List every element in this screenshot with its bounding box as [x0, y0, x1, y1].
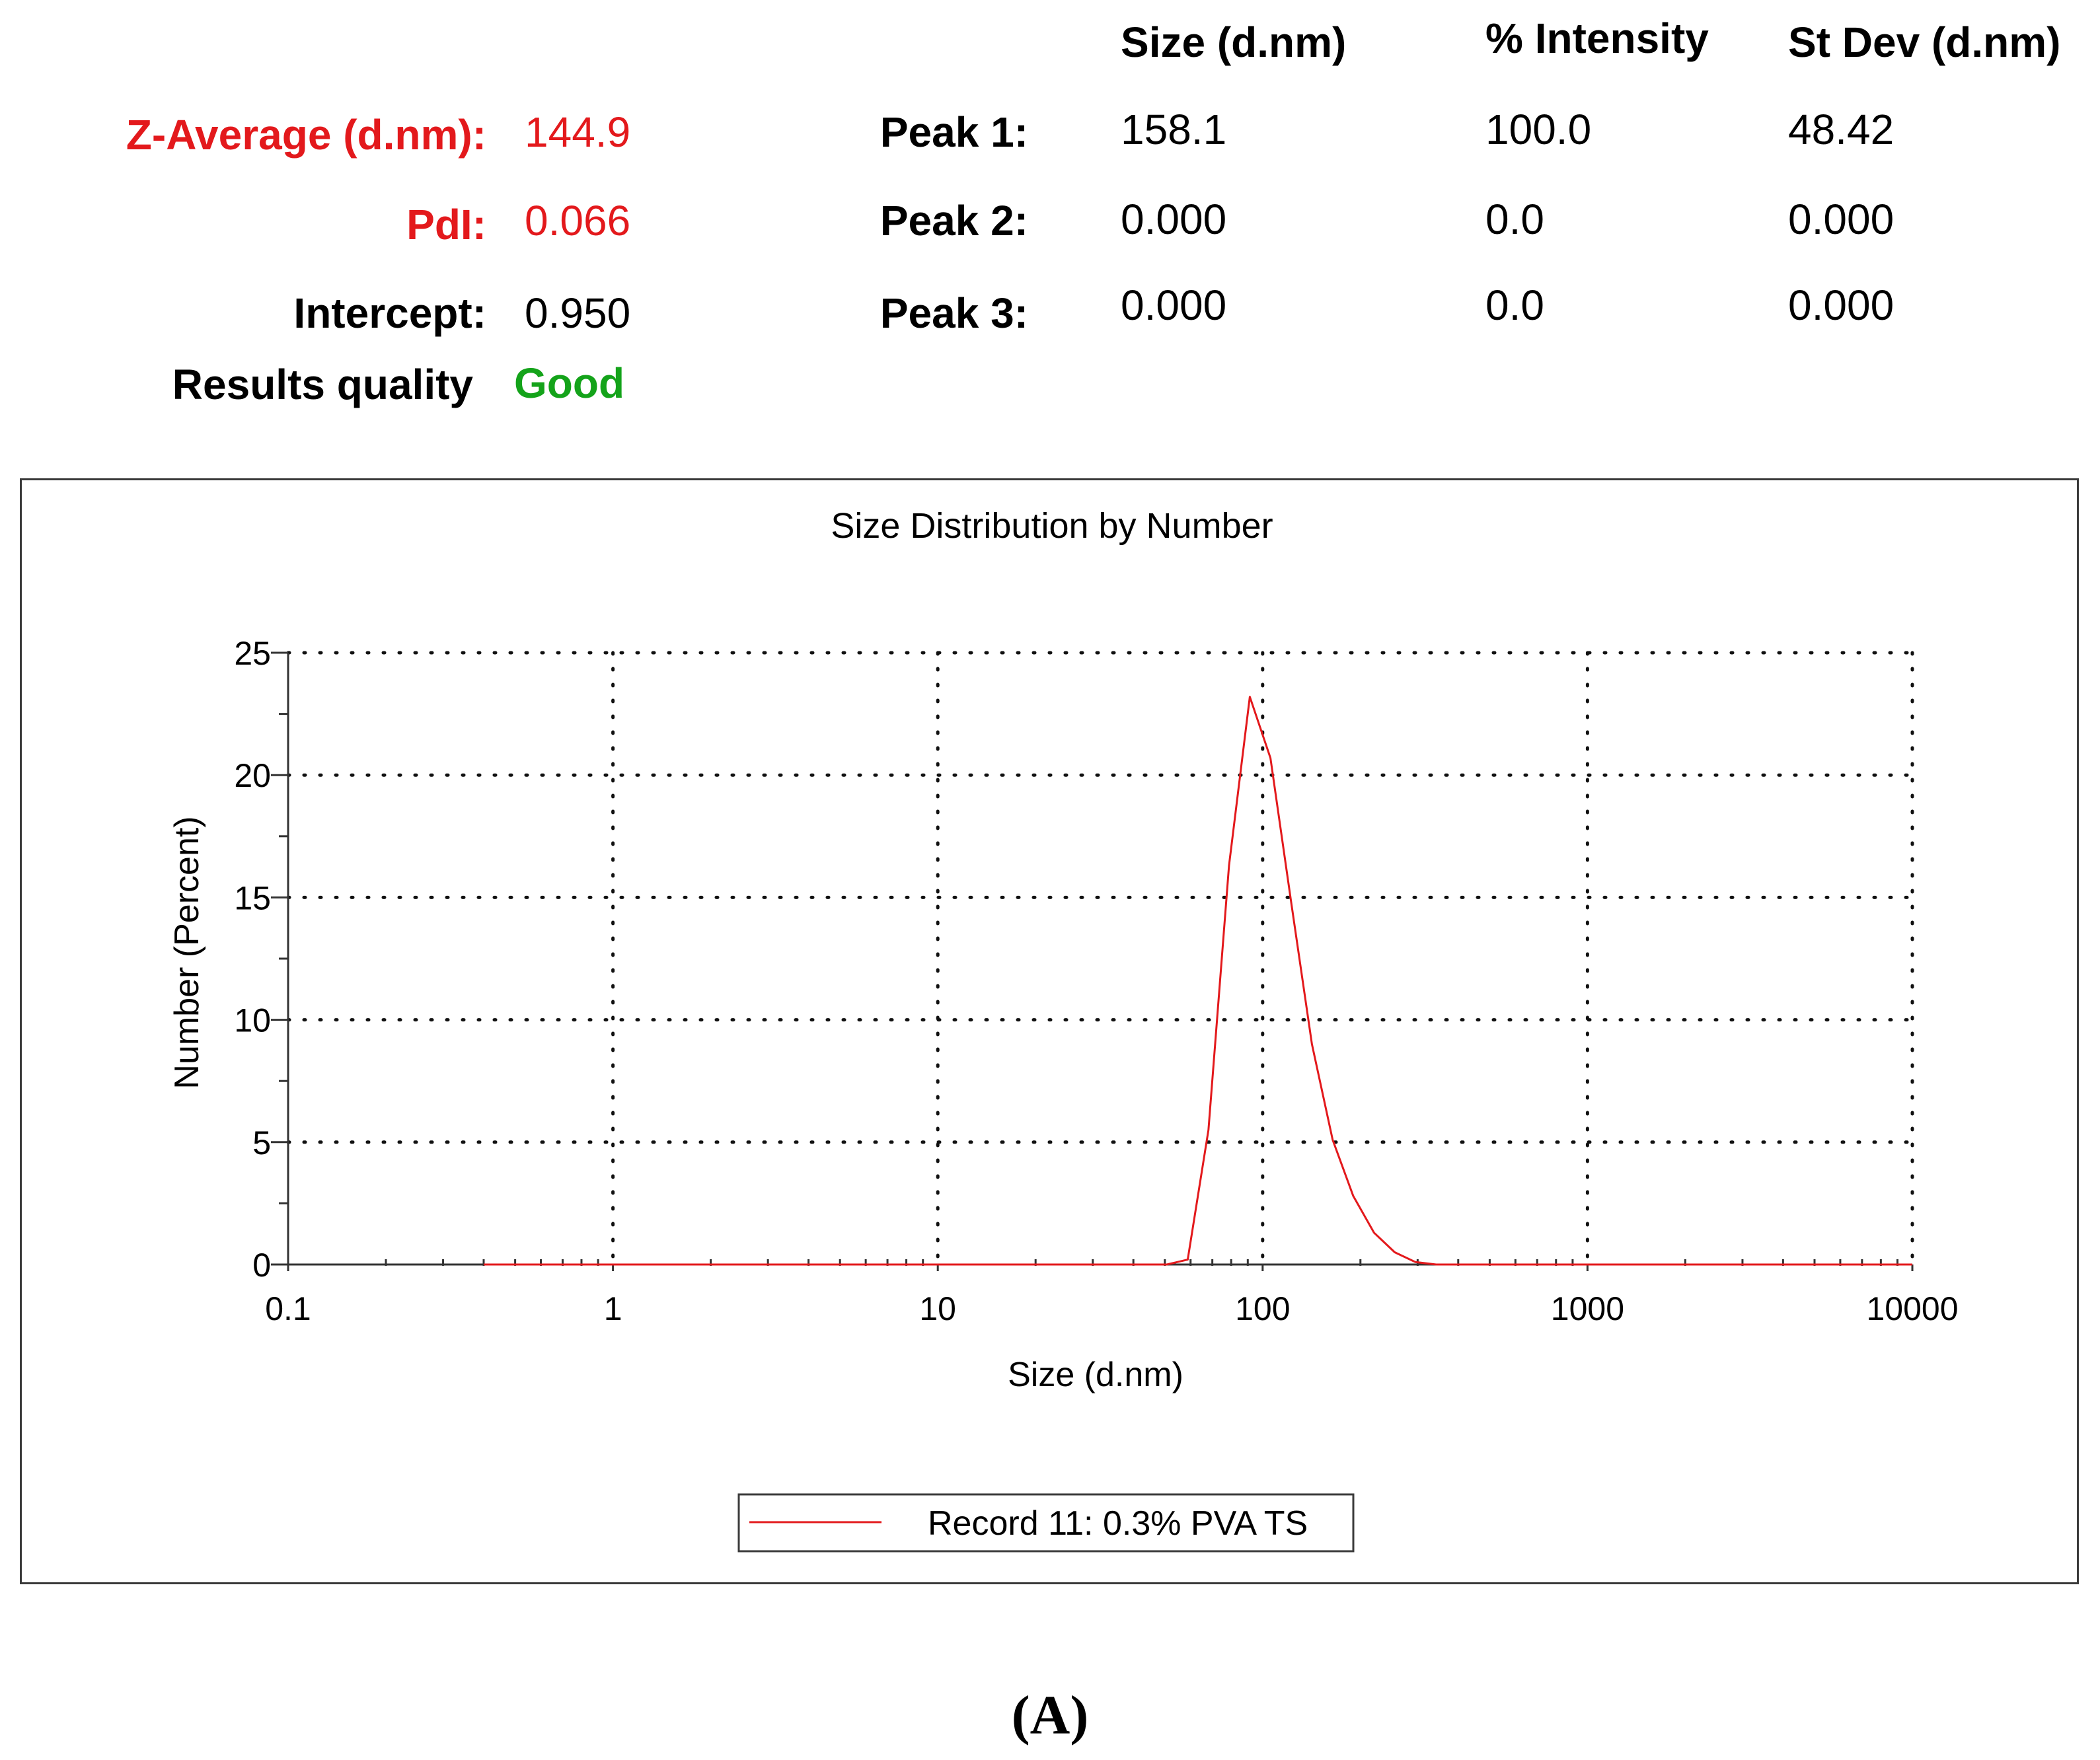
legend: Record 11: 0.3% PVA TS	[737, 1493, 1355, 1553]
x-tick-label: 1000	[1551, 1290, 1624, 1327]
peak-2-size: 0.000	[1121, 196, 1227, 243]
legend-entry: Record 11: 0.3% PVA TS	[928, 1504, 1308, 1543]
pdi-label: PdI:	[406, 201, 486, 248]
x-tick-labels: 0.1 1 10 100 1000 10000	[265, 1290, 1958, 1327]
peak-3-intensity: 0.0	[1485, 281, 1544, 329]
peak-2-stdev: 0.000	[1788, 196, 1894, 243]
panel-label: (A)	[1011, 1685, 1089, 1746]
peak-3-stdev: 0.000	[1788, 281, 1894, 329]
x-tick-label: 10000	[1866, 1290, 1958, 1327]
x-tick-label: 1	[604, 1290, 622, 1327]
x-tick-label: 0.1	[265, 1290, 311, 1327]
peak-2-label: Peak 2:	[880, 197, 1028, 244]
header-intensity: % Intensity	[1485, 15, 1709, 62]
x-axis-label: Size (d.nm)	[1008, 1356, 1183, 1394]
header-stdev: St Dev (d.nm)	[1788, 18, 2061, 66]
y-tick-label: 0	[252, 1247, 271, 1284]
size-distribution-chart: Size Distribution by Number 0.1 1 10 100 100…	[168, 506, 1959, 1553]
y-tick-label: 5	[252, 1124, 271, 1161]
y-axis-label: Number (Percent)	[168, 816, 206, 1089]
peak-1-label: Peak 1:	[880, 108, 1028, 156]
y-tick-label: 20	[234, 757, 271, 794]
grid-layer	[286, 651, 1914, 1266]
x-tick-label: 10	[919, 1290, 956, 1327]
peak-1-stdev: 48.42	[1788, 106, 1894, 153]
header-size: Size (d.nm)	[1121, 18, 1347, 66]
peak-3-label: Peak 3:	[880, 289, 1028, 337]
y-tick-label: 15	[234, 879, 271, 916]
z-average-label: Z-Average (d.nm):	[126, 111, 486, 159]
peak-1-intensity: 100.0	[1485, 106, 1592, 153]
peak-2-intensity: 0.0	[1485, 196, 1544, 243]
results-quality-value: Good	[514, 359, 625, 407]
intercept-value: 0.950	[525, 289, 631, 337]
results-quality-label: Results quality	[172, 361, 473, 408]
series-layer	[484, 696, 1912, 1266]
chart-panel	[20, 478, 2079, 1584]
series-line	[484, 696, 1912, 1266]
y-tick-labels: 0 5 10 15 20 25	[234, 635, 271, 1284]
chart-title: Size Distribution by Number	[831, 506, 1273, 546]
peak-3-size: 0.000	[1121, 281, 1227, 329]
pdi-value: 0.066	[525, 197, 631, 244]
y-tick-label: 25	[234, 635, 271, 672]
intercept-label: Intercept:	[293, 289, 486, 337]
y-tick-label: 10	[234, 1002, 271, 1039]
x-tick-label: 100	[1235, 1290, 1290, 1327]
z-average-value: 144.9	[525, 108, 631, 156]
axes	[271, 651, 1914, 1271]
peak-1-size: 158.1	[1121, 106, 1227, 153]
